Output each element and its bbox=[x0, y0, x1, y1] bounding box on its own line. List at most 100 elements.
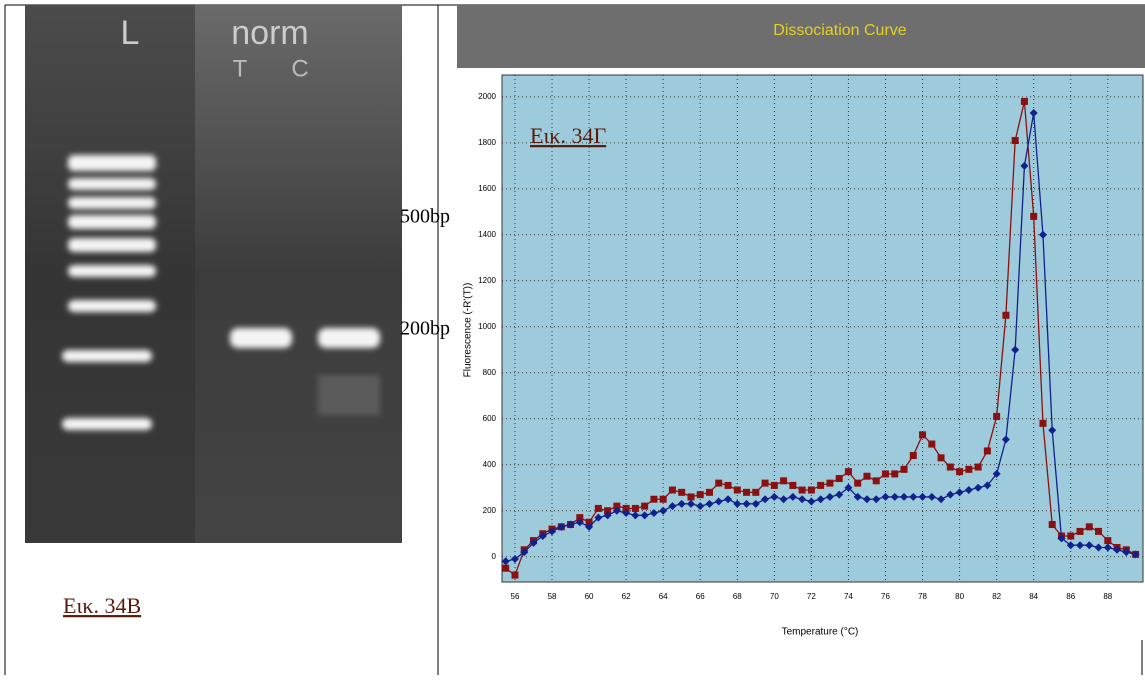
y-tick-label: 200 bbox=[483, 506, 497, 515]
point bbox=[594, 504, 602, 512]
point bbox=[993, 412, 1001, 420]
point bbox=[1038, 230, 1047, 239]
point bbox=[946, 490, 955, 499]
point bbox=[956, 468, 964, 476]
y-tick-label: 0 bbox=[492, 552, 497, 561]
point bbox=[992, 469, 1001, 478]
point bbox=[520, 548, 529, 557]
size-marker: 500bp bbox=[400, 206, 450, 228]
y-tick-label: 1600 bbox=[478, 184, 496, 193]
annotation: Εικ. 34Γ bbox=[530, 123, 606, 148]
point bbox=[1029, 108, 1038, 117]
point bbox=[640, 511, 649, 520]
point bbox=[613, 502, 621, 510]
point bbox=[1067, 532, 1075, 540]
x-tick-label: 58 bbox=[548, 592, 557, 601]
point bbox=[974, 463, 982, 471]
y-tick-label: 1200 bbox=[478, 276, 496, 285]
point bbox=[585, 518, 593, 526]
x-axis-label: Temperature (°C) bbox=[782, 627, 859, 638]
point bbox=[1076, 541, 1085, 550]
x-tick-label: 60 bbox=[585, 592, 594, 601]
point bbox=[538, 532, 547, 541]
point bbox=[724, 495, 733, 504]
y-tick-label: 1400 bbox=[478, 230, 496, 239]
point bbox=[1104, 537, 1112, 545]
point bbox=[807, 497, 816, 506]
point bbox=[1048, 521, 1056, 529]
point bbox=[983, 447, 991, 455]
point bbox=[631, 504, 639, 512]
x-tick-label: 76 bbox=[881, 592, 890, 601]
point bbox=[1048, 426, 1057, 435]
point bbox=[677, 499, 686, 508]
point bbox=[891, 470, 899, 478]
point bbox=[603, 511, 612, 520]
point bbox=[789, 481, 797, 489]
point bbox=[668, 502, 677, 511]
lane-label: norm bbox=[231, 14, 308, 52]
point bbox=[1011, 137, 1019, 145]
point bbox=[511, 571, 519, 579]
point bbox=[705, 499, 714, 508]
gel-image bbox=[25, 5, 402, 543]
title-bar bbox=[457, 5, 1145, 68]
point bbox=[927, 492, 936, 501]
point bbox=[1103, 543, 1112, 552]
point bbox=[650, 495, 658, 503]
point bbox=[1057, 534, 1066, 543]
point bbox=[844, 483, 853, 492]
point bbox=[733, 499, 742, 508]
point bbox=[1131, 550, 1140, 559]
point bbox=[964, 486, 973, 495]
point bbox=[928, 440, 936, 448]
point bbox=[900, 465, 908, 473]
point bbox=[937, 454, 945, 462]
x-tick-label: 86 bbox=[1066, 592, 1075, 601]
x-tick-label: 84 bbox=[1029, 592, 1038, 601]
point bbox=[835, 490, 844, 499]
y-axis-label: Fluorescence (-R'(T)) bbox=[463, 283, 474, 378]
point bbox=[576, 514, 584, 522]
point bbox=[919, 431, 927, 439]
point bbox=[678, 488, 686, 496]
point bbox=[816, 495, 825, 504]
point bbox=[853, 492, 862, 501]
point bbox=[826, 479, 834, 487]
x-tick-label: 66 bbox=[696, 592, 705, 601]
point bbox=[863, 472, 871, 480]
point bbox=[955, 488, 964, 497]
point bbox=[780, 477, 788, 485]
x-tick-label: 82 bbox=[992, 592, 1001, 601]
x-tick-label: 80 bbox=[955, 592, 964, 601]
point bbox=[761, 479, 769, 487]
x-tick-label: 64 bbox=[659, 592, 668, 601]
point bbox=[705, 488, 713, 496]
x-tick-label: 88 bbox=[1103, 592, 1112, 601]
x-tick-label: 70 bbox=[770, 592, 779, 601]
x-tick-label: 72 bbox=[807, 592, 816, 601]
point bbox=[1122, 548, 1131, 557]
point bbox=[854, 479, 862, 487]
point bbox=[881, 492, 890, 501]
point bbox=[835, 475, 843, 483]
point bbox=[1020, 161, 1029, 170]
point bbox=[946, 463, 954, 471]
point bbox=[659, 495, 667, 503]
point bbox=[743, 488, 751, 496]
point bbox=[807, 486, 815, 494]
point bbox=[714, 497, 723, 506]
point bbox=[631, 511, 640, 520]
point bbox=[779, 495, 788, 504]
point bbox=[668, 486, 676, 494]
point bbox=[817, 481, 825, 489]
point bbox=[798, 486, 806, 494]
point bbox=[1095, 527, 1103, 535]
point bbox=[872, 495, 881, 504]
lane-label: T bbox=[233, 55, 248, 82]
point bbox=[696, 491, 704, 499]
point bbox=[566, 520, 575, 529]
point bbox=[659, 506, 668, 515]
chart-title: Dissociation Curve bbox=[773, 22, 906, 39]
point bbox=[696, 502, 705, 511]
